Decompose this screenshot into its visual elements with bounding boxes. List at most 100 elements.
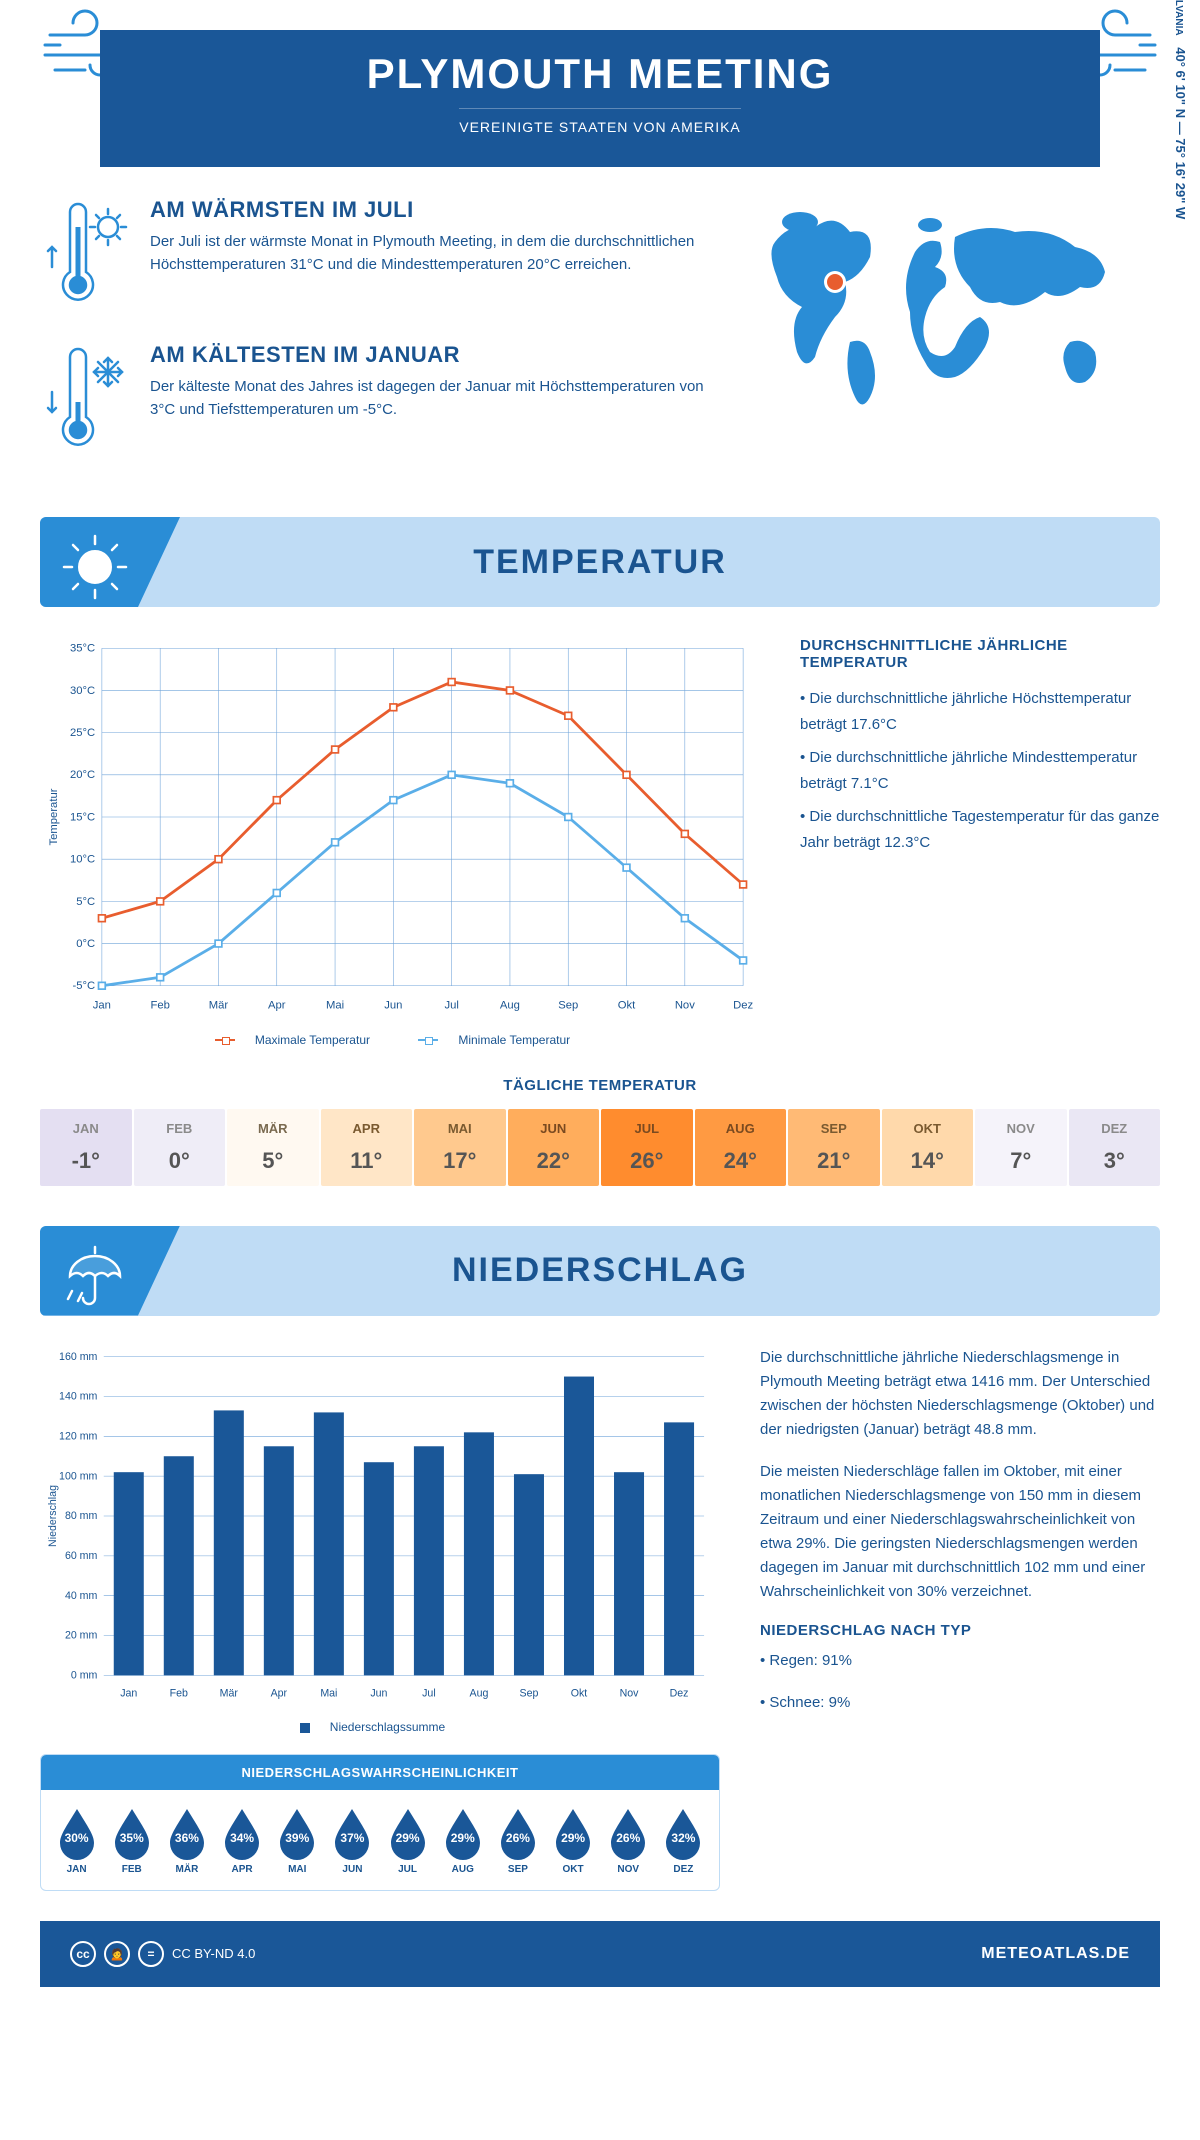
- precipitation-summary: Die durchschnittliche jährliche Niedersc…: [760, 1346, 1160, 1891]
- temperature-chart: -5°C0°C5°C10°C15°C20°C25°C30°C35°CJanFeb…: [40, 637, 760, 1047]
- probability-drop: 29%OKT: [548, 1805, 599, 1875]
- temp-bullet: • Die durchschnittliche jährliche Höchst…: [800, 686, 1160, 737]
- precip-legend: Niederschlagssumme: [40, 1720, 720, 1734]
- probability-drop: 37%JUN: [327, 1805, 378, 1875]
- footer: cc 🙍 = CC BY-ND 4.0 METEOATLAS.DE: [40, 1921, 1160, 1987]
- svg-text:Jun: Jun: [370, 1687, 387, 1699]
- svg-text:Okt: Okt: [618, 999, 636, 1011]
- svg-text:Niederschlag: Niederschlag: [47, 1484, 59, 1546]
- page-subtitle: VEREINIGTE STAATEN VON AMERIKA: [459, 108, 741, 135]
- svg-text:Feb: Feb: [150, 999, 169, 1011]
- svg-text:Aug: Aug: [470, 1687, 489, 1699]
- precip-type-heading: NIEDERSCHLAG NACH TYP: [760, 1622, 1160, 1639]
- temperature-summary: DURCHSCHNITTLICHE JÄHRLICHE TEMPERATUR •…: [800, 637, 1160, 1047]
- probability-box: NIEDERSCHLAGSWAHRSCHEINLICHKEIT 30%JAN35…: [40, 1754, 720, 1891]
- probability-drop: 26%SEP: [492, 1805, 543, 1875]
- probability-drop: 34%APR: [217, 1805, 268, 1875]
- temp-summary-heading: DURCHSCHNITTLICHE JÄHRLICHE TEMPERATUR: [800, 637, 1160, 671]
- facts-column: AM WÄRMSTEN IM JULI Der Juli ist der wär…: [40, 197, 710, 487]
- svg-text:-5°C: -5°C: [72, 980, 95, 992]
- by-icon: 🙍: [104, 1941, 130, 1967]
- month-cell: JAN-1°: [40, 1109, 132, 1186]
- svg-text:25°C: 25°C: [70, 727, 95, 739]
- svg-text:Sep: Sep: [520, 1687, 539, 1699]
- precip-type: • Regen: 91%: [760, 1649, 1160, 1673]
- umbrella-icon: [60, 1241, 130, 1311]
- daily-heading: TÄGLICHE TEMPERATUR: [40, 1077, 1160, 1094]
- coldest-title: AM KÄLTESTEN IM JANUAR: [150, 342, 710, 368]
- svg-text:35°C: 35°C: [70, 643, 95, 655]
- page: PLYMOUTH MEETING VEREINIGTE STAATEN VON …: [0, 0, 1200, 2017]
- month-cell: APR11°: [321, 1109, 413, 1186]
- svg-text:0 mm: 0 mm: [71, 1669, 98, 1681]
- svg-text:Jan: Jan: [93, 999, 111, 1011]
- probability-drop: 36%MÄR: [161, 1805, 212, 1875]
- month-cell: JUL26°: [601, 1109, 693, 1186]
- precip-para: Die durchschnittliche jährliche Niedersc…: [760, 1346, 1160, 1442]
- svg-text:40 mm: 40 mm: [65, 1589, 98, 1601]
- warmest-title: AM WÄRMSTEN IM JULI: [150, 197, 710, 223]
- svg-text:120 mm: 120 mm: [59, 1430, 97, 1442]
- probability-drop: 29%JUL: [382, 1805, 433, 1875]
- probability-drop: 26%NOV: [603, 1805, 654, 1875]
- precip-type: • Schnee: 9%: [760, 1691, 1160, 1715]
- svg-text:15°C: 15°C: [70, 811, 95, 823]
- month-cell: SEP21°: [788, 1109, 880, 1186]
- svg-text:Aug: Aug: [500, 999, 520, 1011]
- temp-bullet: • Die durchschnittliche jährliche Mindes…: [800, 745, 1160, 796]
- svg-text:Nov: Nov: [620, 1687, 640, 1699]
- precipitation-title: NIEDERSCHLAG: [40, 1251, 1160, 1290]
- thermometer-cold-icon: [40, 342, 130, 462]
- svg-text:Dez: Dez: [733, 999, 753, 1011]
- svg-text:Jul: Jul: [422, 1687, 436, 1699]
- svg-text:Apr: Apr: [271, 1687, 288, 1699]
- svg-text:Jun: Jun: [384, 999, 402, 1011]
- month-cell: AUG24°: [695, 1109, 787, 1186]
- month-cell: DEZ3°: [1069, 1109, 1161, 1186]
- svg-text:Apr: Apr: [268, 999, 286, 1011]
- temperature-header: TEMPERATUR: [40, 517, 1160, 607]
- coldest-fact: AM KÄLTESTEN IM JANUAR Der kälteste Mona…: [40, 342, 710, 462]
- precipitation-header: NIEDERSCHLAG: [40, 1226, 1160, 1316]
- month-cell: JUN22°: [508, 1109, 600, 1186]
- svg-text:0°C: 0°C: [76, 938, 95, 950]
- svg-text:140 mm: 140 mm: [59, 1390, 97, 1402]
- site-name: METEOATLAS.DE: [981, 1945, 1130, 1963]
- month-cell: FEB0°: [134, 1109, 226, 1186]
- svg-text:80 mm: 80 mm: [65, 1510, 98, 1522]
- svg-text:60 mm: 60 mm: [65, 1550, 98, 1562]
- daily-temperature: TÄGLICHE TEMPERATUR JAN-1°FEB0°MÄR5°APR1…: [40, 1077, 1160, 1186]
- svg-text:Mär: Mär: [209, 999, 229, 1011]
- svg-text:10°C: 10°C: [70, 854, 95, 866]
- svg-text:20°C: 20°C: [70, 769, 95, 781]
- probability-drop: 32%DEZ: [658, 1805, 709, 1875]
- svg-text:Nov: Nov: [675, 999, 695, 1011]
- svg-text:Mär: Mär: [220, 1687, 239, 1699]
- month-cell: NOV7°: [975, 1109, 1067, 1186]
- intro-section: AM WÄRMSTEN IM JULI Der Juli ist der wär…: [40, 197, 1160, 487]
- svg-text:Okt: Okt: [571, 1687, 588, 1699]
- probability-heading: NIEDERSCHLAGSWAHRSCHEINLICHKEIT: [41, 1755, 719, 1790]
- license: cc 🙍 = CC BY-ND 4.0: [70, 1941, 255, 1967]
- svg-text:100 mm: 100 mm: [59, 1470, 97, 1482]
- month-cell: MAI17°: [414, 1109, 506, 1186]
- nd-icon: =: [138, 1941, 164, 1967]
- world-map-icon: [740, 197, 1140, 417]
- precipitation-chart: 0 mm 20 mm 40 mm 60 mm 80 mm 100 mm 120 mm 140 …: [40, 1346, 720, 1734]
- probability-drop: 29%AUG: [437, 1805, 488, 1875]
- header-banner: PLYMOUTH MEETING VEREINIGTE STAATEN VON …: [100, 30, 1100, 167]
- svg-text:Mai: Mai: [320, 1687, 337, 1699]
- svg-text:5°C: 5°C: [76, 896, 95, 908]
- svg-text:20 mm: 20 mm: [65, 1629, 98, 1641]
- cc-icon: cc: [70, 1941, 96, 1967]
- temp-legend: Maximale Temperatur Minimale Temperatur: [40, 1033, 760, 1047]
- svg-text:Feb: Feb: [170, 1687, 188, 1699]
- warmest-fact: AM WÄRMSTEN IM JULI Der Juli ist der wär…: [40, 197, 710, 317]
- precip-para: Die meisten Niederschläge fallen im Okto…: [760, 1460, 1160, 1604]
- svg-text:Jan: Jan: [120, 1687, 137, 1699]
- svg-text:160 mm: 160 mm: [59, 1350, 97, 1362]
- probability-drop: 39%MAI: [272, 1805, 323, 1875]
- thermometer-hot-icon: [40, 197, 130, 317]
- month-cell: OKT14°: [882, 1109, 974, 1186]
- svg-text:Dez: Dez: [670, 1687, 689, 1699]
